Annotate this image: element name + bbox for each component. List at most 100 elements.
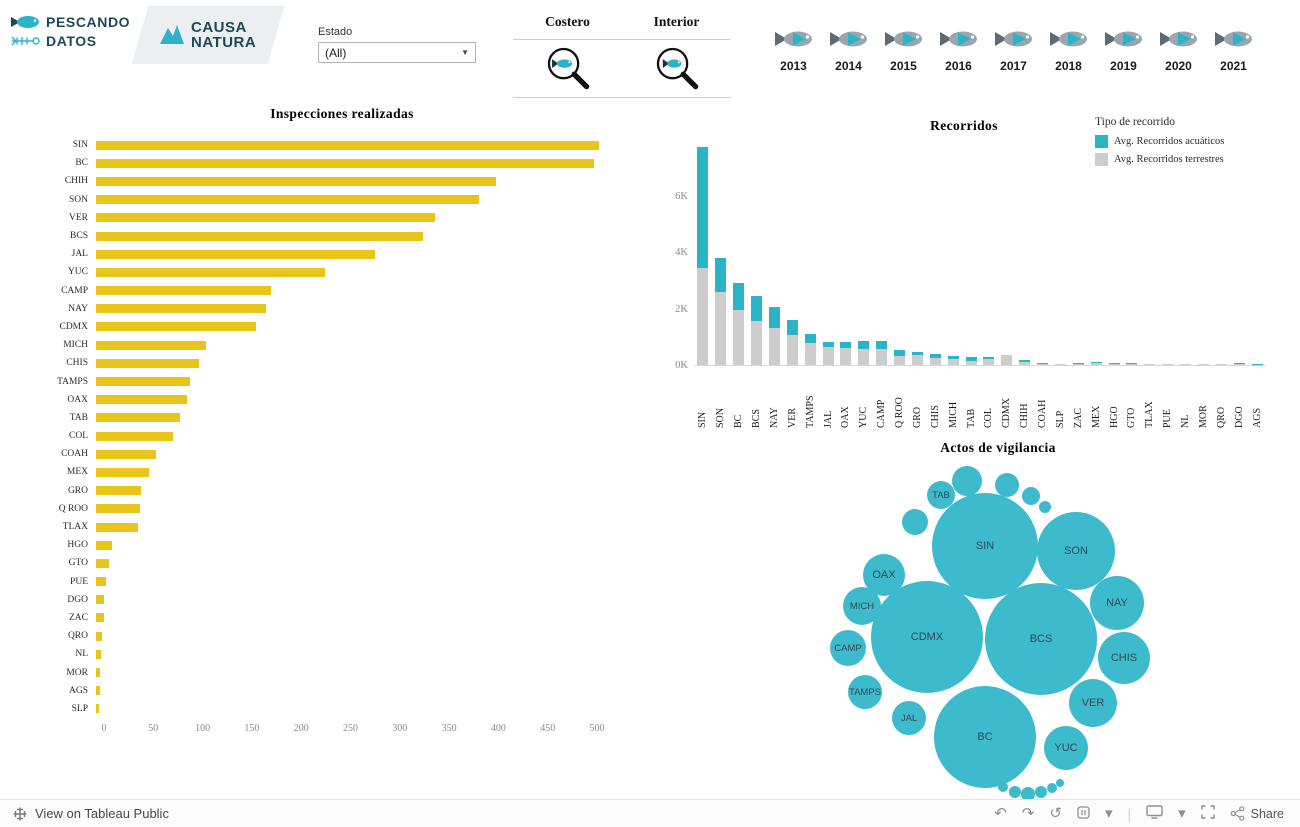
fullscreen-button[interactable] — [1200, 805, 1215, 822]
inspection-bar[interactable] — [96, 504, 141, 514]
bubble-small[interactable] — [1022, 487, 1040, 505]
bubble-SIN[interactable]: SIN — [932, 493, 1038, 599]
year-filter-2018[interactable]: 2018 — [1041, 28, 1096, 73]
year-filter-2019[interactable]: 2019 — [1096, 28, 1151, 73]
recorridos-acuaticos-segment[interactable] — [911, 352, 923, 355]
recorridos-terrestres-segment[interactable] — [1019, 361, 1031, 365]
inspection-bar[interactable] — [96, 213, 436, 223]
recorridos-terrestres-segment[interactable] — [786, 335, 798, 365]
recorridos-acuaticos-segment[interactable] — [929, 353, 941, 358]
bubble-BCS[interactable]: BCS — [985, 583, 1097, 695]
redo-button[interactable]: ↷ — [1021, 805, 1035, 822]
inspection-bar[interactable] — [96, 467, 150, 477]
recorridos-acuaticos-segment[interactable] — [983, 356, 995, 360]
recorridos-terrestres-segment[interactable] — [715, 291, 727, 365]
recorridos-acuaticos-segment[interactable] — [822, 341, 834, 347]
recorridos-terrestres-segment[interactable] — [1037, 363, 1049, 365]
costero-filter-button[interactable] — [513, 40, 622, 97]
bubble-small[interactable] — [998, 782, 1008, 792]
recorridos-terrestres-segment[interactable] — [1126, 363, 1138, 365]
recorridos-terrestres-segment[interactable] — [840, 347, 852, 365]
inspection-bar[interactable] — [96, 340, 207, 350]
recorridos-terrestres-segment[interactable] — [733, 309, 745, 365]
recorridos-acuaticos-segment[interactable] — [751, 295, 763, 322]
recorridos-terrestres-segment[interactable] — [1233, 364, 1245, 365]
recorridos-acuaticos-segment[interactable] — [1233, 363, 1245, 365]
recorridos-terrestres-segment[interactable] — [894, 355, 906, 365]
recorridos-acuaticos-segment[interactable] — [733, 283, 745, 310]
bubble-small[interactable] — [1047, 783, 1057, 793]
estado-dropdown[interactable]: (All) ▼ — [318, 42, 476, 63]
recorridos-acuaticos-segment[interactable] — [1197, 363, 1209, 365]
recorridos-acuaticos-segment[interactable] — [1090, 362, 1102, 363]
pause-button[interactable] — [1077, 805, 1090, 822]
recorridos-terrestres-segment[interactable] — [1162, 364, 1174, 365]
undo-button[interactable]: ↶ — [994, 805, 1007, 822]
inspection-bar[interactable] — [96, 140, 599, 150]
recorridos-acuaticos-segment[interactable] — [840, 342, 852, 348]
recorridos-acuaticos-segment[interactable] — [804, 334, 816, 343]
bubble-small[interactable] — [995, 473, 1019, 497]
recorridos-terrestres-segment[interactable] — [804, 343, 816, 365]
inspection-bar[interactable] — [96, 431, 173, 441]
recorridos-terrestres-segment[interactable] — [1144, 364, 1156, 365]
share-button[interactable]: Share — [1230, 806, 1284, 821]
year-filter-2015[interactable]: 2015 — [876, 28, 931, 73]
recorridos-terrestres-segment[interactable] — [1001, 355, 1013, 365]
bubble-small[interactable] — [1009, 786, 1021, 798]
inspection-bar[interactable] — [96, 176, 497, 186]
recorridos-terrestres-segment[interactable] — [876, 349, 888, 365]
recorridos-terrestres-segment[interactable] — [751, 321, 763, 365]
bubble-TAMPS[interactable]: TAMPS — [848, 675, 882, 709]
year-filter-2016[interactable]: 2016 — [931, 28, 986, 73]
inspection-bar[interactable] — [96, 649, 101, 659]
recorridos-acuaticos-segment[interactable] — [1054, 363, 1066, 365]
recorridos-acuaticos-segment[interactable] — [1108, 362, 1120, 364]
bubble-YUC[interactable]: YUC — [1044, 726, 1088, 770]
inspection-bar[interactable] — [96, 686, 100, 696]
recorridos-acuaticos-segment[interactable] — [1126, 363, 1138, 364]
year-filter-2017[interactable]: 2017 — [986, 28, 1041, 73]
inspection-bar[interactable] — [96, 486, 142, 496]
chevron-down-icon[interactable]: ▾ — [1178, 805, 1186, 822]
recorridos-acuaticos-segment[interactable] — [768, 307, 780, 329]
bubble-small[interactable] — [902, 509, 928, 535]
inspection-bar[interactable] — [96, 668, 100, 678]
recorridos-terrestres-segment[interactable] — [1180, 364, 1192, 365]
bubble-small[interactable] — [1035, 786, 1047, 798]
view-on-tableau-public-link[interactable]: View on Tableau Public — [12, 806, 169, 822]
recorridos-terrestres-segment[interactable] — [1215, 364, 1227, 365]
bubble-CDMX[interactable]: CDMX — [871, 581, 983, 693]
bubble-VER[interactable]: VER — [1069, 679, 1117, 727]
recorridos-acuaticos-segment[interactable] — [876, 341, 888, 350]
bubble-SON[interactable]: SON — [1037, 512, 1115, 590]
inspection-bar[interactable] — [96, 158, 594, 168]
recorridos-terrestres-segment[interactable] — [858, 349, 870, 365]
year-filter-2013[interactable]: 2013 — [766, 28, 821, 73]
inspection-bar[interactable] — [96, 704, 99, 714]
interior-filter-button[interactable] — [622, 40, 731, 97]
recorridos-terrestres-segment[interactable] — [822, 346, 834, 365]
year-filter-2020[interactable]: 2020 — [1151, 28, 1206, 73]
recorridos-terrestres-segment[interactable] — [768, 328, 780, 365]
inspection-bar[interactable] — [96, 267, 325, 277]
bubble-small[interactable] — [952, 466, 982, 496]
recorridos-terrestres-segment[interactable] — [1072, 363, 1084, 365]
inspection-bar[interactable] — [96, 395, 187, 405]
inspection-bar[interactable] — [96, 231, 424, 241]
recorridos-terrestres-segment[interactable] — [697, 267, 709, 365]
recorridos-terrestres-segment[interactable] — [911, 354, 923, 365]
recorridos-acuaticos-segment[interactable] — [1072, 363, 1084, 364]
recorridos-terrestres-segment[interactable] — [1108, 363, 1120, 365]
bubble-CAMP[interactable]: CAMP — [830, 630, 866, 666]
inspection-bar[interactable] — [96, 322, 256, 332]
bubble-JAL[interactable]: JAL — [892, 701, 926, 735]
recorridos-acuaticos-segment[interactable] — [1162, 363, 1174, 365]
legend-entry[interactable]: Avg. Recorridos acuáticos — [1095, 135, 1295, 148]
bubble-small[interactable] — [1039, 501, 1051, 513]
recorridos-acuaticos-segment[interactable] — [1019, 360, 1031, 362]
inspection-bar[interactable] — [96, 304, 266, 314]
recorridos-acuaticos-segment[interactable] — [947, 356, 959, 359]
inspection-bar[interactable] — [96, 540, 112, 550]
recorridos-acuaticos-segment[interactable] — [786, 319, 798, 336]
